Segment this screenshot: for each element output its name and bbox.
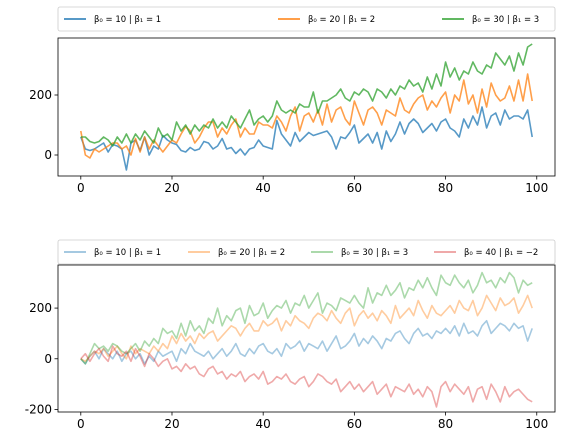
legend-entry: β₀ = 20 | β₁ = 2: [188, 248, 285, 258]
legend: β₀ = 10 | β₁ = 1 β₀ = 20 | β₁ = 2 β₀ = 30 …: [57, 6, 556, 32]
x-tick-label: 40: [256, 181, 271, 195]
series-line-1: [80, 106, 533, 171]
legend-entry: β₀ = 30 | β₁ = 3: [442, 15, 539, 25]
series-line-1: [80, 319, 533, 365]
x-tick-label: 40: [256, 417, 271, 431]
series-line-4: [80, 345, 533, 408]
x-tick-label: 60: [347, 181, 362, 195]
legend-entry: β₀ = 10 | β₁ = 1: [64, 248, 161, 258]
legend-label: β₀ = 20 | β₁ = 2: [218, 248, 285, 258]
series-line-3: [80, 271, 533, 365]
x-tick-label: 80: [438, 417, 453, 431]
y-tick-label: -200: [25, 402, 52, 416]
x-tick-label: 0: [77, 181, 85, 195]
x-axis: 0 20 40 60 80 100: [77, 412, 548, 431]
legend-label: β₀ = 30 | β₁ = 3: [341, 248, 408, 258]
x-tick-label: 20: [164, 181, 179, 195]
legend-entry: β₀ = 40 | β₁ = −2: [434, 248, 538, 258]
axes-frame: [57, 264, 556, 413]
x-tick-label: 100: [525, 181, 548, 195]
series-line-2: [80, 73, 533, 159]
legend-entry: β₀ = 10 | β₁ = 1: [64, 15, 161, 25]
legend-entry: β₀ = 20 | β₁ = 2: [278, 15, 375, 25]
legend-label: β₀ = 10 | β₁ = 1: [94, 15, 161, 25]
legend-label: β₀ = 10 | β₁ = 1: [94, 248, 161, 258]
y-axis: -200 0 200: [25, 301, 58, 416]
x-tick-label: 100: [525, 417, 548, 431]
series-line-3: [80, 43, 533, 147]
y-axis: 0 200: [29, 88, 58, 162]
y-tick-label: 0: [44, 148, 52, 162]
legend-label: β₀ = 40 | β₁ = −2: [464, 248, 538, 258]
y-tick-label: 0: [44, 352, 52, 366]
chart-top: 0 20 40 60 80 100 0 200 β₀ = 10 | β₁ = 1 β₀ = 20 …: [29, 6, 556, 195]
series-lines: [80, 271, 533, 408]
x-axis: 0 20 40 60 80 100: [77, 176, 548, 195]
x-tick-label: 60: [347, 417, 362, 431]
x-tick-label: 0: [77, 417, 85, 431]
legend-entry: β₀ = 30 | β₁ = 3: [311, 248, 408, 258]
series-line-2: [80, 294, 533, 363]
series-lines: [80, 43, 533, 171]
legend: β₀ = 10 | β₁ = 1 β₀ = 20 | β₁ = 2 β₀ = 30 …: [57, 239, 556, 265]
legend-label: β₀ = 30 | β₁ = 3: [472, 15, 539, 25]
y-tick-label: 200: [29, 301, 52, 315]
legend-box: [57, 6, 556, 32]
x-tick-label: 20: [164, 417, 179, 431]
legend-label: β₀ = 20 | β₁ = 2: [308, 15, 375, 25]
y-tick-label: 200: [29, 88, 52, 102]
x-tick-label: 80: [438, 181, 453, 195]
axes-frame: [57, 37, 556, 177]
legend-box: [57, 239, 556, 265]
